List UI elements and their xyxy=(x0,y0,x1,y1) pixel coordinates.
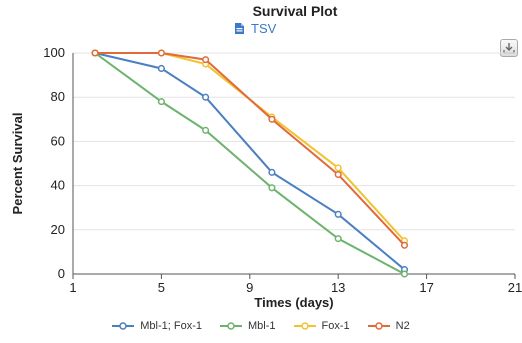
legend-label: Mbl-1 xyxy=(248,320,276,332)
y-tick-label: 80 xyxy=(51,89,65,104)
legend-marker xyxy=(293,322,316,330)
file-icon xyxy=(234,22,246,35)
x-axis-title: Times (days) xyxy=(254,295,333,310)
legend-item[interactable]: Mbl-1; Fox-1 xyxy=(112,320,202,332)
data-point xyxy=(400,270,409,278)
series-line xyxy=(94,52,405,275)
x-tick-label: 9 xyxy=(246,280,253,295)
data-point xyxy=(268,184,276,192)
data-point xyxy=(157,64,165,73)
data-point xyxy=(268,115,276,123)
data-point xyxy=(202,56,210,64)
legend-label: Mbl-1; Fox-1 xyxy=(140,320,203,332)
legend-item[interactable]: Mbl-1 xyxy=(220,320,276,332)
y-tick-label: 0 xyxy=(58,266,65,281)
legend-marker xyxy=(220,322,243,330)
y-tick-label: 20 xyxy=(51,222,65,237)
data-point xyxy=(334,210,342,218)
legend-item[interactable]: Fox-1 xyxy=(293,320,350,332)
x-tick-label: 13 xyxy=(331,280,345,295)
legend-marker xyxy=(367,322,390,330)
chart-title: Survival Plot xyxy=(252,3,338,19)
data-point xyxy=(334,164,342,172)
x-tick-label: 5 xyxy=(158,280,165,295)
y-tick-label: 100 xyxy=(43,45,65,60)
x-tick-label: 1 xyxy=(69,280,76,295)
data-point xyxy=(202,126,210,134)
y-tick-label: 40 xyxy=(51,178,65,193)
x-tick-label: 17 xyxy=(419,280,433,295)
series-mbl-1 xyxy=(91,49,409,278)
series-line xyxy=(95,52,406,246)
legend-marker xyxy=(112,322,135,330)
data-point xyxy=(268,168,276,176)
y-axis-title: Percent Survival xyxy=(10,113,25,215)
data-point xyxy=(202,93,210,101)
data-point xyxy=(157,98,165,106)
data-point xyxy=(157,49,165,57)
legend-item[interactable]: N2 xyxy=(367,320,410,332)
tsv-download-link[interactable]: TSV xyxy=(234,21,276,36)
tsv-label: TSV xyxy=(251,21,277,36)
data-point xyxy=(334,171,342,179)
data-point xyxy=(91,49,99,57)
data-point xyxy=(334,235,342,243)
x-tick-label: 21 xyxy=(508,280,522,295)
legend: Mbl-1; Fox-1 Mbl-1 Fox-1 N2 xyxy=(0,320,522,332)
y-tick-label: 60 xyxy=(51,133,65,148)
series-line xyxy=(94,52,406,271)
legend-label: Fox-1 xyxy=(321,320,350,332)
legend-label: N2 xyxy=(395,320,410,332)
series-mbl-1-fox-1 xyxy=(91,49,409,274)
data-point xyxy=(400,241,409,249)
series-n2 xyxy=(91,49,409,249)
